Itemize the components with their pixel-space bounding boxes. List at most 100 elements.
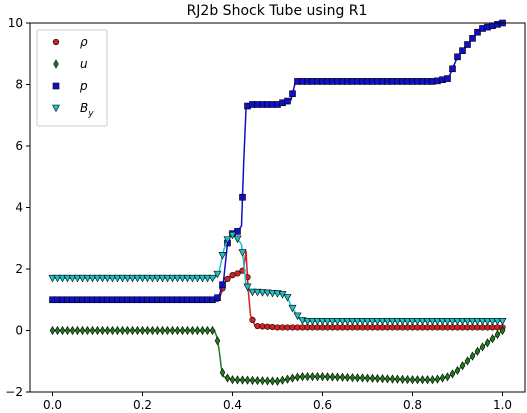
legend: ρup By [36,29,108,127]
data-point [419,375,426,385]
data-point [453,317,462,326]
data-point [48,274,57,283]
data-point [398,317,407,326]
data-point [489,334,496,344]
data-point [484,338,491,348]
data-point [459,47,466,54]
data-point [414,375,421,385]
series-line [52,22,503,301]
legend-label: u [80,57,88,71]
data-point [319,372,326,382]
data-point [463,317,472,326]
x-tick-label: 1.0 [493,398,512,412]
data-point [288,304,297,313]
data-point [154,325,161,336]
data-point [303,317,312,326]
data-point [293,312,302,321]
data-point [429,375,436,385]
data-point [243,283,252,292]
data-point [433,317,442,326]
data-point [144,325,151,336]
data-point [399,374,406,384]
data-point [493,317,502,326]
data-point [423,317,432,326]
data-point [253,288,262,297]
data-point [394,374,401,384]
data-point [218,252,227,260]
x-tick-label: 0.4 [223,398,242,412]
data-point [229,375,236,385]
data-point [284,374,291,384]
data-point [209,325,216,336]
data-point [224,275,231,283]
data-point [488,317,497,326]
data-point [498,317,507,326]
data-point [403,317,412,326]
data-point [444,75,451,82]
data-point [364,373,371,383]
data-point [383,317,392,326]
data-point [88,274,97,283]
data-point [103,274,112,283]
data-point [469,35,476,42]
x-tick-label: 0.2 [133,398,152,412]
data-point [424,375,431,385]
data-point [149,325,156,336]
data-point [439,373,446,383]
data-point [114,325,121,336]
data-point [214,336,221,346]
data-point [408,317,417,326]
data-point [418,317,427,326]
data-point [173,274,182,283]
data-point [239,375,246,385]
legend-marker [52,38,60,46]
data-point [458,317,467,326]
data-point [183,274,192,283]
data-point [384,374,391,384]
y-tick-label: 10 [8,16,23,30]
data-point [139,325,146,336]
data-point [198,274,207,283]
data-point [123,274,132,283]
data-point [174,325,181,336]
data-point [49,325,56,336]
data-point [388,317,397,326]
data-point [289,90,296,98]
legend-marker [52,82,60,90]
data-point [333,317,342,326]
data-point [468,317,477,326]
data-point [393,317,402,326]
data-point [248,288,257,297]
data-point [318,317,327,326]
data-point [449,65,456,73]
data-point [228,231,237,240]
legend-marker [51,104,61,113]
data-point [358,317,367,326]
data-point [263,289,272,298]
plot-area [48,19,507,386]
data-point [308,317,317,326]
data-point [158,274,167,283]
data-point [473,317,482,326]
y-tick-label: 2 [15,262,23,276]
data-point [474,28,481,36]
data-point [349,373,356,383]
data-point [179,325,186,336]
data-point [223,236,232,244]
data-point [499,325,506,336]
data-point [234,228,241,235]
data-point [294,372,301,382]
data-point [108,274,117,283]
data-point [369,373,376,383]
data-point [268,289,277,298]
data-point [474,346,481,356]
data-point [118,274,127,283]
data-point [199,325,206,336]
data-point [69,325,76,336]
data-point [89,325,96,336]
data-point [279,375,286,385]
data-point [193,274,202,283]
data-point [168,274,177,283]
data-point [64,325,71,336]
data-point [284,97,291,105]
